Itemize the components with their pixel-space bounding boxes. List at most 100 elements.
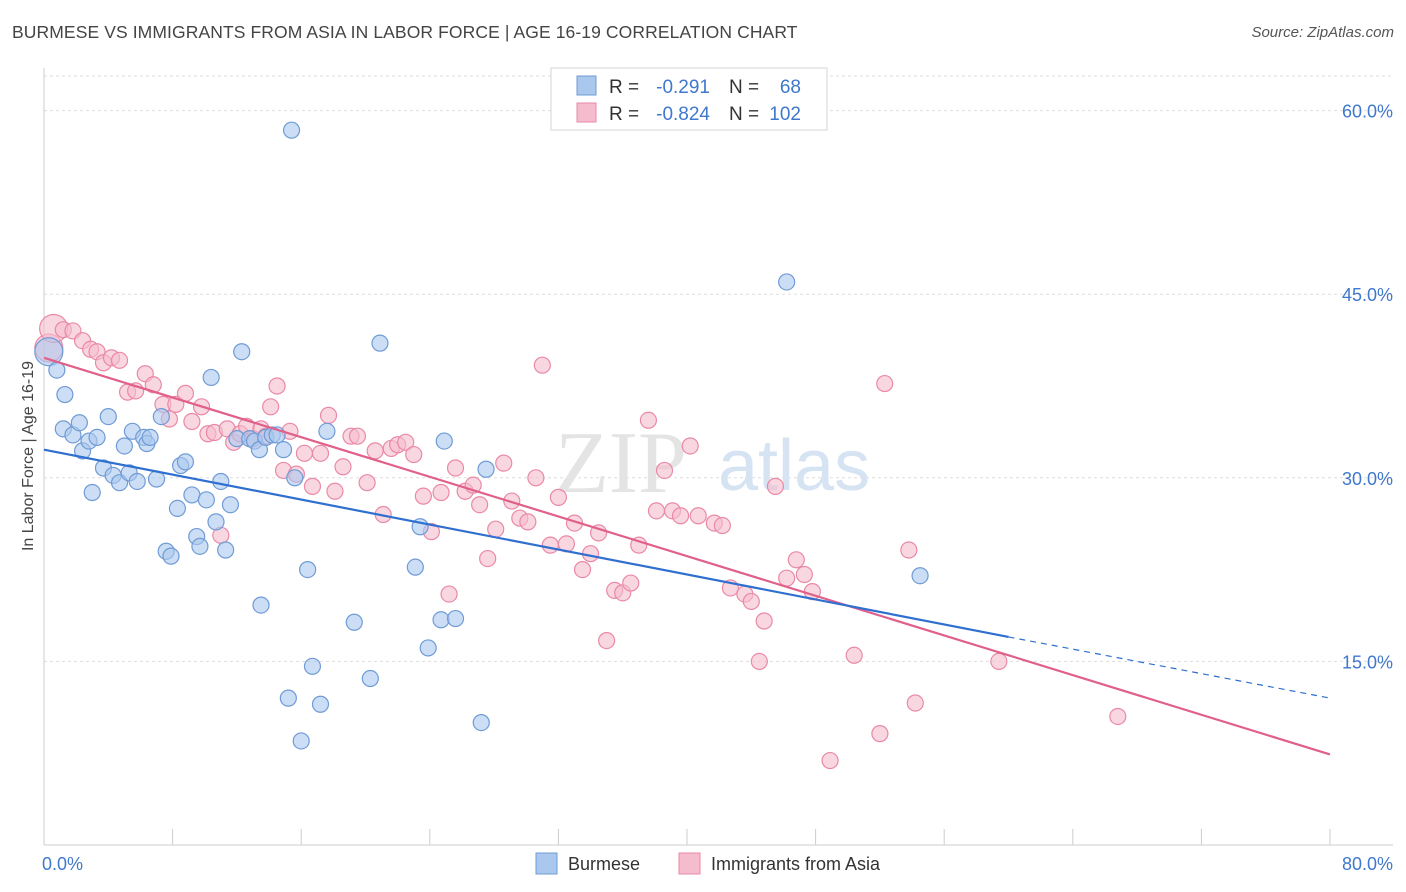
data-point — [207, 513, 225, 531]
data-point — [83, 483, 101, 502]
stats-box: R = -0.291 N = 68 R = -0.824 N = 102 — [550, 67, 828, 131]
data-point — [279, 689, 297, 707]
data-point — [358, 474, 376, 492]
data-point — [871, 725, 889, 743]
trendlines — [43, 356, 1331, 756]
data-point — [152, 408, 170, 426]
data-point — [311, 444, 330, 462]
watermark-atlas: atlas — [718, 426, 870, 506]
data-point — [295, 444, 314, 462]
data-point — [70, 414, 88, 432]
data-point — [397, 433, 415, 451]
data-point — [348, 427, 367, 445]
data-point — [168, 499, 187, 517]
data-point — [110, 351, 129, 369]
data-point — [299, 560, 317, 579]
data-point — [233, 343, 251, 361]
data-point — [191, 537, 209, 555]
data-point — [371, 334, 389, 352]
x-tick-label: 80.0% — [1342, 854, 1393, 874]
data-point — [487, 520, 505, 538]
data-point — [282, 121, 301, 139]
chart-title: BURMESE VS IMMIGRANTS FROM ASIA IN LABOR… — [12, 22, 798, 42]
data-point — [446, 459, 465, 477]
y-axis-label: In Labor Force | Age 16-19 — [20, 361, 37, 551]
data-point — [472, 713, 490, 732]
data-point — [345, 613, 363, 631]
data-point — [326, 482, 344, 500]
data-point — [549, 488, 568, 506]
data-point — [713, 516, 731, 535]
data-point — [622, 574, 640, 592]
data-point — [900, 541, 918, 559]
stats-r-value-2: -0.824 — [656, 104, 710, 125]
data-point — [144, 376, 162, 394]
data-point — [795, 565, 813, 584]
data-point — [115, 437, 133, 455]
stats-box-frame — [550, 67, 828, 131]
data-point — [755, 612, 773, 630]
data-point — [268, 377, 286, 395]
x-tick-label: 0.0% — [42, 854, 83, 874]
watermark: ZIP atlas — [555, 415, 870, 512]
data-point — [1109, 707, 1127, 726]
data-point — [778, 273, 796, 291]
data-point — [541, 536, 559, 554]
data-point — [141, 428, 159, 447]
data-point — [183, 412, 201, 431]
stats-n-label-1: N = — [729, 77, 759, 98]
data-point — [162, 547, 180, 565]
data-point — [217, 541, 235, 559]
data-point — [99, 408, 117, 426]
data-point — [406, 558, 424, 576]
data-point — [361, 669, 379, 688]
data-point — [689, 507, 707, 525]
data-point — [432, 611, 450, 629]
data-point — [176, 453, 195, 471]
data-point — [88, 428, 106, 447]
data-point — [519, 513, 537, 531]
data-point — [334, 458, 352, 476]
legend: Burmese Immigrants from Asia — [535, 852, 881, 875]
data-point — [303, 657, 322, 675]
y-tick-labels: 15.0% 30.0% 45.0% 60.0% — [1342, 102, 1393, 673]
legend-label-immigrants-from-asia: Immigrants from Asia — [711, 854, 881, 874]
data-point — [495, 454, 513, 472]
y-tick-label: 15.0% — [1342, 652, 1393, 672]
data-point — [274, 441, 293, 459]
legend-swatch-immigrants-from-asia — [678, 852, 701, 875]
stats-n-value-2: 102 — [769, 104, 801, 125]
data-point — [742, 592, 760, 611]
data-point — [252, 596, 270, 614]
data-point — [128, 472, 146, 491]
data-point — [681, 437, 699, 455]
y-tick-label: 45.0% — [1342, 285, 1393, 305]
data-point — [477, 460, 495, 478]
data-point — [221, 496, 240, 514]
data-point — [655, 461, 674, 480]
data-point — [533, 356, 551, 374]
data-point — [876, 374, 894, 393]
data-point — [787, 551, 805, 569]
data-point — [778, 569, 796, 587]
stats-r-label-2: R = — [609, 104, 639, 125]
trendline-burmese-extension — [1008, 636, 1331, 699]
grid-lines — [44, 75, 1393, 662]
legend-swatch-burmese — [535, 852, 558, 875]
data-point — [419, 639, 437, 657]
stats-swatch-pink — [576, 102, 597, 123]
data-point — [197, 491, 215, 509]
trendline-burmese — [43, 448, 1009, 638]
data-point — [671, 507, 690, 525]
data-point — [286, 469, 304, 487]
x-tick-labels: 0.0% 80.0% — [42, 854, 1393, 874]
data-point — [318, 422, 336, 440]
data-point — [34, 337, 64, 367]
data-point — [446, 609, 465, 628]
data-point — [471, 496, 489, 514]
data-point — [432, 483, 450, 502]
data-point — [414, 487, 432, 505]
data-point — [262, 398, 280, 416]
data-point — [647, 502, 666, 520]
